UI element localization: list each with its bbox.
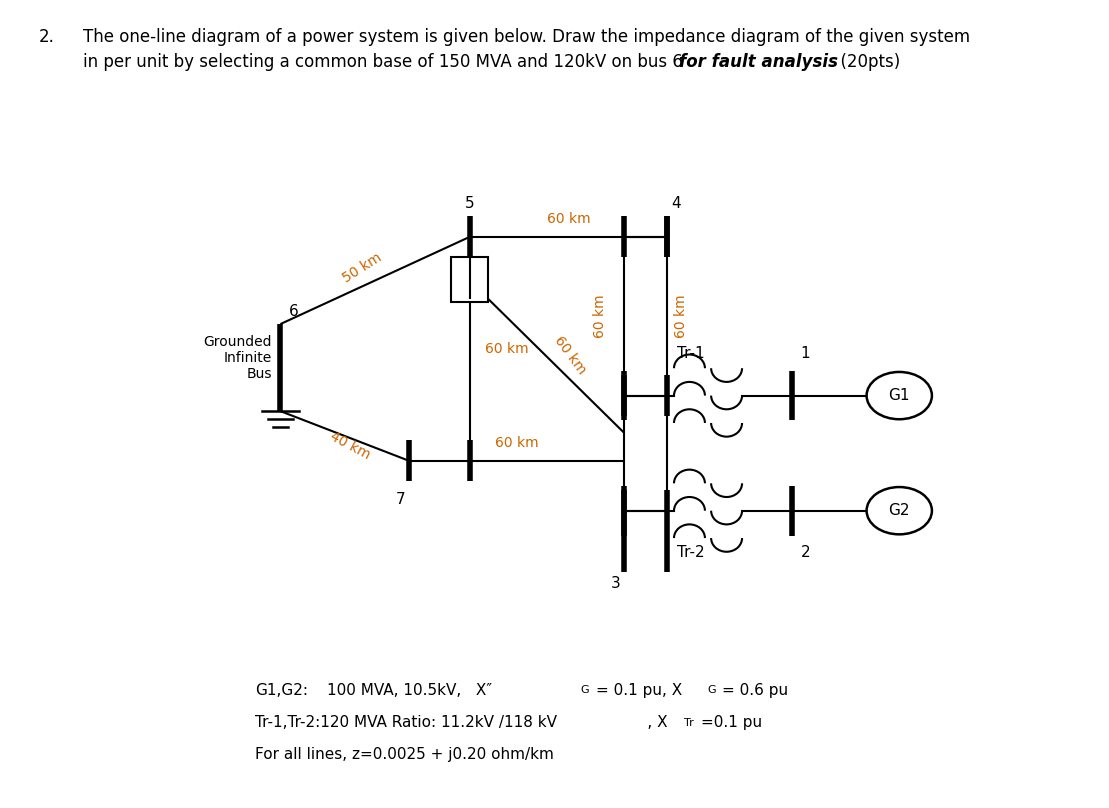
Text: , X: , X <box>623 715 668 730</box>
Bar <box>450 258 488 302</box>
Text: = 0.1 pu, X: = 0.1 pu, X <box>596 683 682 698</box>
Text: 4: 4 <box>671 196 681 211</box>
Text: G: G <box>708 685 716 695</box>
Text: Tr-2: Tr-2 <box>676 545 704 560</box>
Text: 2.: 2. <box>39 28 54 46</box>
Text: G1: G1 <box>888 388 910 403</box>
Text: 60 km: 60 km <box>485 342 529 356</box>
Text: 6: 6 <box>289 304 298 319</box>
Text: for fault analysis: for fault analysis <box>679 53 837 70</box>
Text: The one-line diagram of a power system is given below. Draw the impedance diagra: The one-line diagram of a power system i… <box>83 28 970 46</box>
Text: 60 km: 60 km <box>552 334 589 377</box>
Text: 3: 3 <box>611 576 621 591</box>
Text: Tr-1: Tr-1 <box>676 347 704 361</box>
Text: G: G <box>580 685 589 695</box>
Text: Tr: Tr <box>684 718 694 727</box>
Text: 60 km: 60 km <box>547 212 590 225</box>
Text: G1,G2:: G1,G2: <box>255 683 308 698</box>
Text: 7: 7 <box>396 492 406 507</box>
Text: 40 km: 40 km <box>328 429 373 461</box>
Text: For all lines, z=0.0025 + j0.20 ohm/km: For all lines, z=0.0025 + j0.20 ohm/km <box>255 747 553 763</box>
Text: in per unit by selecting a common base of 150 MVA and 120kV on bus 6: in per unit by selecting a common base o… <box>83 53 689 70</box>
Text: Tr-1,Tr-2:120 MVA Ratio: 11.2kV /118 kV: Tr-1,Tr-2:120 MVA Ratio: 11.2kV /118 kV <box>255 715 557 730</box>
Text: 100 MVA, 10.5kV,   X″: 100 MVA, 10.5kV, X″ <box>327 683 492 698</box>
Text: 1: 1 <box>801 347 810 361</box>
Text: Grounded
Infinite
Bus: Grounded Infinite Bus <box>203 335 272 381</box>
Text: . (20pts): . (20pts) <box>830 53 899 70</box>
Text: = 0.6 pu: = 0.6 pu <box>722 683 788 698</box>
Text: 50 km: 50 km <box>340 250 385 286</box>
Text: 60 km: 60 km <box>593 294 607 338</box>
Text: G2: G2 <box>888 503 910 518</box>
Text: 5: 5 <box>465 196 475 211</box>
Text: =0.1 pu: =0.1 pu <box>701 715 762 730</box>
Text: 2: 2 <box>801 545 810 560</box>
Text: 60 km: 60 km <box>495 436 539 450</box>
Text: 60 km: 60 km <box>674 294 688 338</box>
